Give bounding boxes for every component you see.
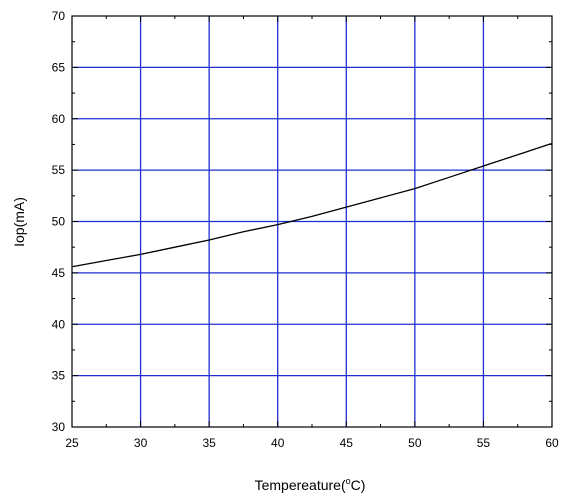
grid-lines bbox=[72, 16, 552, 427]
y-tick-label-65: 65 bbox=[52, 60, 66, 74]
tick-marks bbox=[71, 15, 553, 428]
y-axis-title: Iop(mA) bbox=[11, 197, 27, 247]
y-tick-label-50: 50 bbox=[52, 215, 66, 229]
y-tick-label-70: 70 bbox=[52, 9, 66, 23]
y-tick-label-60: 60 bbox=[52, 112, 66, 126]
y-tick-label-45: 45 bbox=[52, 266, 66, 280]
x-axis-title-degree: o bbox=[346, 476, 351, 486]
x-tick-labels: 25 30 35 40 45 50 55 60 bbox=[65, 436, 559, 450]
x-axis-title: Tempereature(oC) bbox=[255, 476, 366, 493]
series-line-0 bbox=[71, 142, 553, 268]
x-tick-label-60: 60 bbox=[545, 436, 559, 450]
x-axis-title-unit: C) bbox=[351, 477, 366, 493]
y-tick-label-55: 55 bbox=[52, 163, 66, 177]
x-tick-label-45: 45 bbox=[340, 436, 354, 450]
x-tick-label-35: 35 bbox=[202, 436, 216, 450]
x-tick-label-40: 40 bbox=[271, 436, 285, 450]
x-tick-label-30: 30 bbox=[134, 436, 148, 450]
x-tick-label-50: 50 bbox=[408, 436, 422, 450]
y-tick-label-40: 40 bbox=[52, 317, 66, 331]
y-tick-label-35: 35 bbox=[52, 369, 66, 383]
series-layer bbox=[71, 142, 553, 268]
y-tick-labels: 30 35 40 45 50 55 60 65 70 bbox=[52, 9, 66, 434]
x-axis-title-main: Tempereature( bbox=[255, 477, 346, 493]
y-tick-label-30: 30 bbox=[52, 420, 66, 434]
x-tick-label-25: 25 bbox=[65, 436, 79, 450]
x-tick-label-55: 55 bbox=[477, 436, 491, 450]
